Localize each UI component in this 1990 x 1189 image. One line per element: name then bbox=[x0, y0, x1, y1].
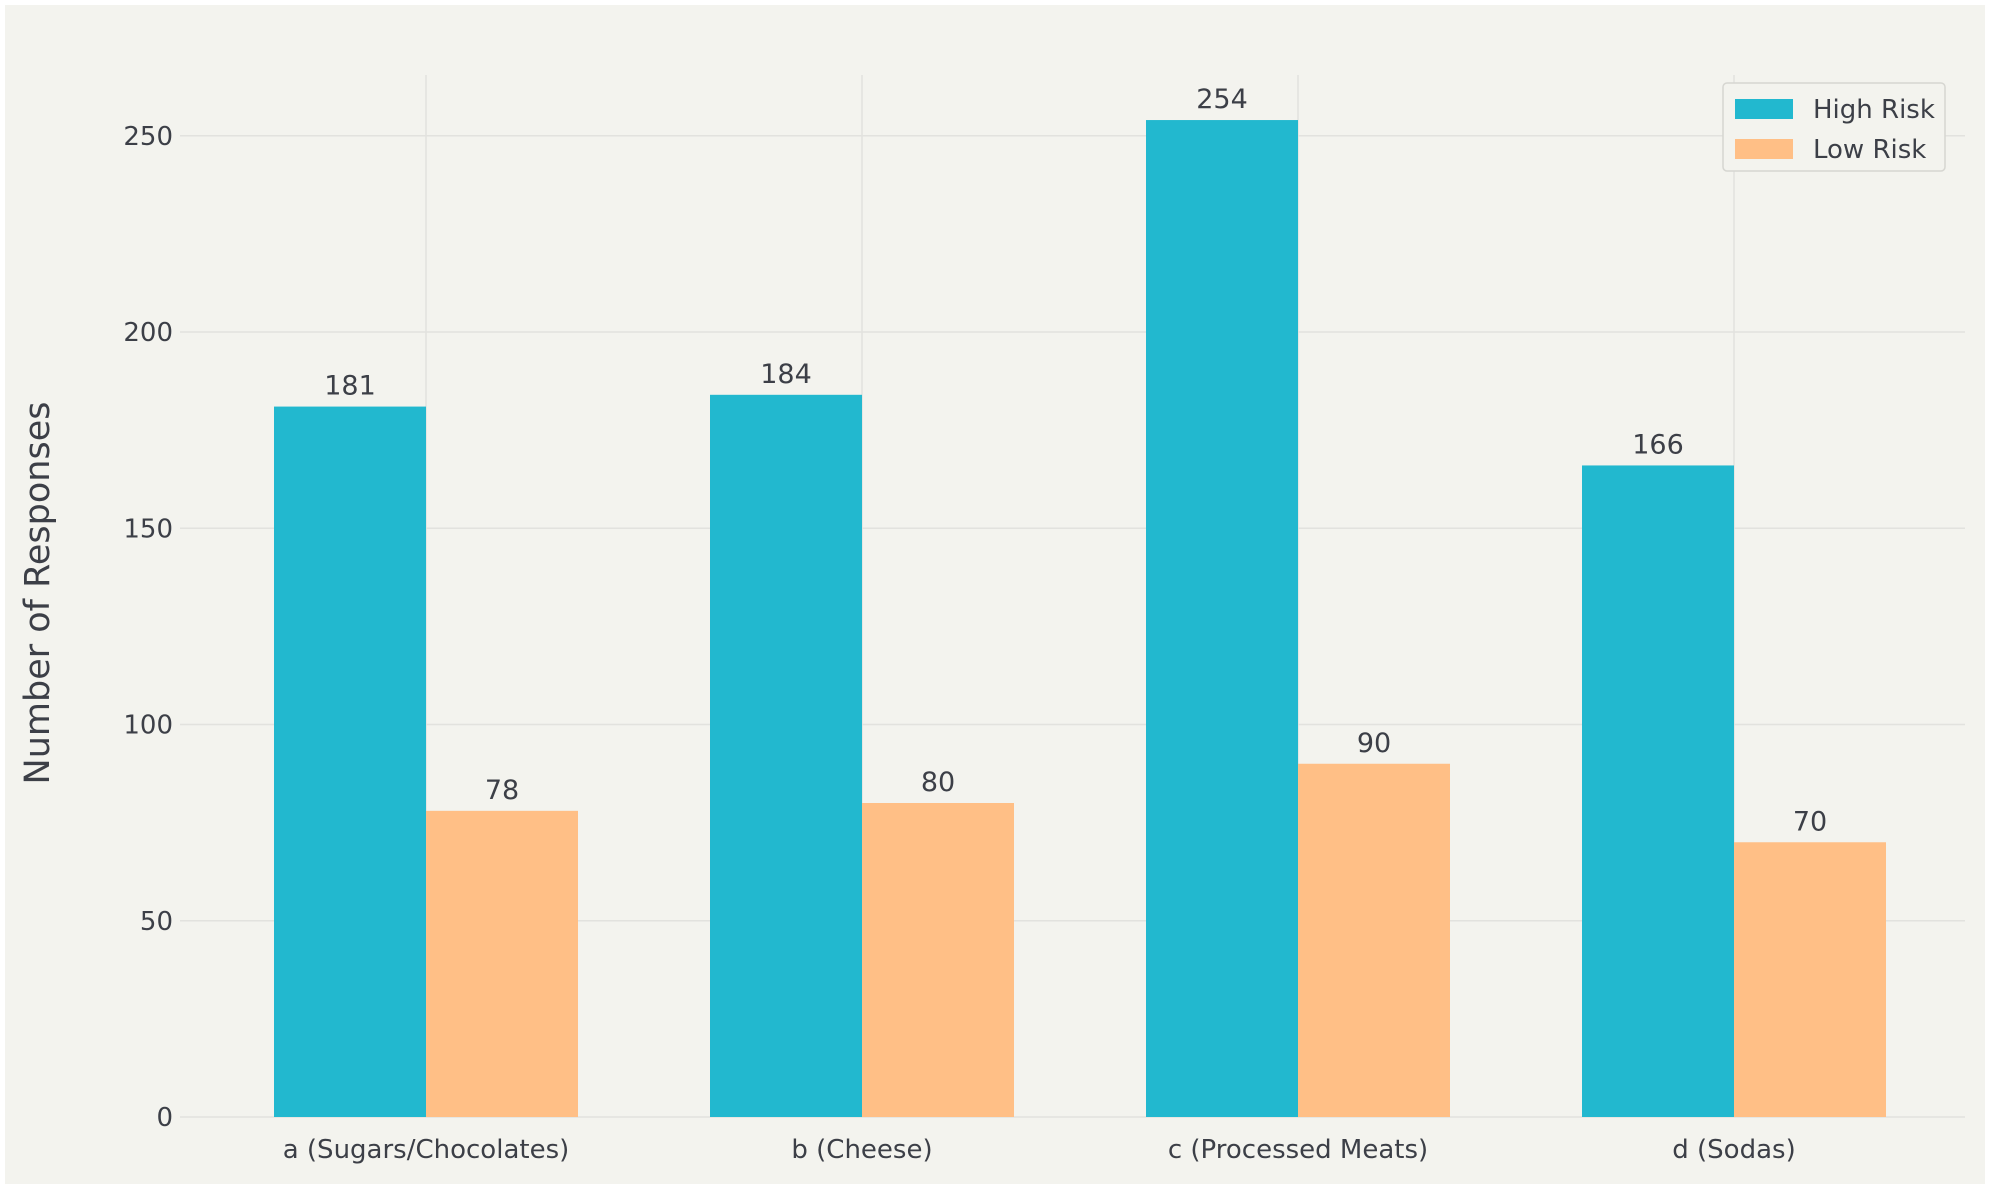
y-tick-label: 150 bbox=[123, 514, 173, 544]
data-label-low-risk: 80 bbox=[921, 767, 955, 798]
data-label-high-risk: 181 bbox=[324, 371, 376, 402]
legend: High Risk Low Risk bbox=[1722, 82, 1946, 172]
bars bbox=[274, 120, 1886, 1118]
bar-high-risk-a-sugars-chocolates bbox=[274, 406, 426, 1117]
legend-label-high-risk: High Risk bbox=[1813, 95, 1935, 125]
x-tick-label: a (Sugars/Chocolates) bbox=[283, 1135, 570, 1165]
data-label-high-risk: 184 bbox=[760, 359, 812, 390]
bar-low-risk-c-processed-meats bbox=[1298, 763, 1450, 1117]
bar-high-risk-b-cheese bbox=[710, 394, 862, 1117]
data-label-high-risk: 166 bbox=[1632, 429, 1684, 460]
y-tick-label: 100 bbox=[123, 711, 173, 741]
x-tick-label: b (Cheese) bbox=[791, 1135, 932, 1165]
bar-high-risk-d-sodas bbox=[1582, 465, 1734, 1117]
bar-chart: 181 184 254 166 78 80 90 70 0 50 100 150 200 250 a (… bbox=[18, 75, 1965, 1165]
legend-label-low-risk: Low Risk bbox=[1813, 135, 1926, 165]
bar-low-risk-d-sodas bbox=[1734, 842, 1886, 1117]
y-tick-label: 50 bbox=[140, 907, 173, 937]
x-tick-label: c (Processed Meats) bbox=[1168, 1135, 1428, 1165]
y-axis-title: Number of Responses bbox=[18, 402, 58, 785]
y-tick-label: 250 bbox=[123, 122, 173, 152]
legend-swatch-high-risk bbox=[1735, 99, 1793, 119]
y-tick-label: 200 bbox=[123, 318, 173, 348]
y-tick-label: 0 bbox=[156, 1103, 173, 1133]
data-label-high-risk: 254 bbox=[1196, 84, 1248, 115]
data-label-low-risk: 90 bbox=[1357, 728, 1391, 759]
data-label-low-risk: 70 bbox=[1793, 806, 1827, 837]
y-axis-ticks: 0 50 100 150 200 250 bbox=[123, 122, 173, 1133]
x-axis-ticks: a (Sugars/Chocolates) b (Cheese) c (Proces… bbox=[283, 1135, 1796, 1165]
value-labels: 181 184 254 166 78 80 90 70 bbox=[324, 84, 1827, 837]
chart-figure: 181 184 254 166 78 80 90 70 0 50 100 150 200 250 a (… bbox=[5, 5, 1985, 1184]
bar-low-risk-b-cheese bbox=[862, 803, 1014, 1117]
data-label-low-risk: 78 bbox=[485, 775, 519, 806]
x-tick-label: d (Sodas) bbox=[1672, 1135, 1795, 1165]
bar-low-risk-a-sugars-chocolates bbox=[426, 810, 578, 1117]
bar-high-risk-c-processed-meats bbox=[1146, 120, 1298, 1118]
legend-swatch-low-risk bbox=[1735, 139, 1793, 159]
